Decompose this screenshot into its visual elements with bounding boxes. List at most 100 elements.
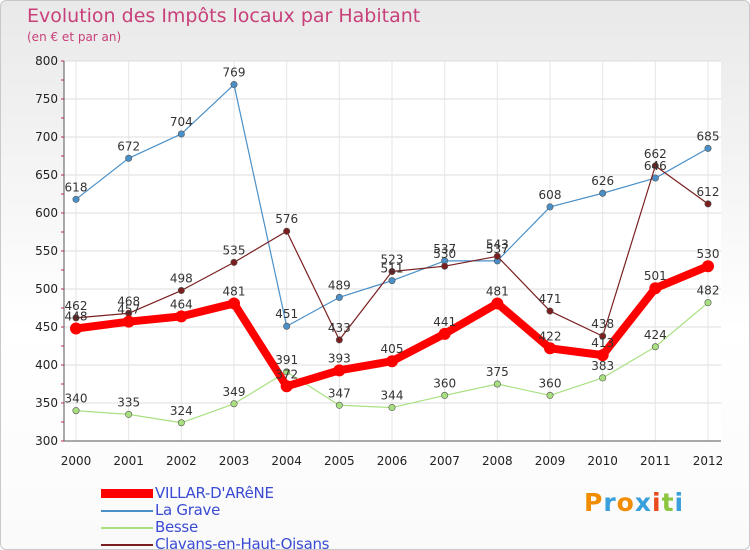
x-tick-label: 2003 [219,454,250,468]
data-point [335,401,343,409]
data-label: 685 [697,129,720,143]
data-point [230,258,238,266]
y-tick-label: 750 [35,92,58,106]
logo-letter: i [674,488,685,517]
x-tick-label: 2005 [324,454,355,468]
legend-swatch [101,489,153,498]
data-point [441,391,449,399]
data-label: 393 [328,351,351,365]
data-point [228,297,240,310]
data-point [599,332,607,340]
data-point [702,260,714,273]
data-label: 438 [591,317,614,331]
data-point [70,322,82,335]
data-point [651,162,659,170]
y-tick-label: 800 [35,54,58,68]
data-point [651,343,659,351]
data-label: 537 [486,242,509,256]
data-point [704,299,712,307]
data-point [596,349,609,362]
logo-letter: x [634,488,652,517]
y-tick-label: 300 [35,434,58,448]
logo-letter: o [616,488,635,517]
data-label: 608 [539,188,562,202]
data-label: 489 [328,278,351,292]
data-point [177,287,185,295]
data-label: 372 [275,367,298,381]
y-tick-label: 350 [35,396,58,410]
data-label: 626 [591,174,614,188]
data-point [386,355,398,368]
y-tick-label: 500 [35,282,58,296]
data-point [72,314,80,322]
y-tick-label: 600 [35,206,58,220]
data-point [283,322,291,330]
data-point [546,307,554,315]
y-tick-label: 400 [35,358,58,372]
data-label: 391 [275,353,298,367]
data-label: 405 [381,342,404,356]
y-tick-label: 650 [35,168,58,182]
data-label: 511 [381,262,404,276]
data-label: 383 [591,359,614,373]
data-label: 662 [644,147,667,161]
data-point [122,315,135,328]
data-label: 501 [644,269,667,283]
data-label: 535 [223,243,246,257]
data-point [491,297,504,310]
x-tick-label: 2004 [271,454,302,468]
data-label: 413 [591,336,614,350]
data-label: 468 [117,294,140,308]
legend-label: Clavans-en-Haut-Oisans [155,535,330,550]
proxiti-logo: Proxiti [584,488,684,517]
legend-label: VILLAR-D'ARêNE [155,484,274,502]
y-tick-label: 700 [35,130,58,144]
data-point [125,154,133,162]
chart-title: Evolution des Impôts locaux par Habitant [27,5,421,27]
data-point [230,81,238,89]
data-label: 347 [328,386,351,400]
data-label: 424 [644,328,667,342]
data-label: 360 [539,376,562,390]
data-label: 530 [697,247,720,261]
data-label: 335 [117,395,140,409]
data-label: 523 [381,253,404,267]
data-point [283,227,291,235]
data-label: 471 [539,292,562,306]
data-label: 375 [486,365,509,379]
legend-swatch [101,509,153,512]
data-point [704,144,712,152]
data-point [177,130,185,138]
data-label: 537 [433,242,456,256]
y-tick-label: 450 [35,320,58,334]
x-tick-label: 2009 [535,454,566,468]
x-tick-label: 2006 [377,454,408,468]
data-label: 543 [486,237,509,251]
data-point [335,336,343,344]
data-point [335,293,343,301]
data-point [493,380,501,388]
legend-label: La Grave [155,501,221,519]
x-tick-label: 2001 [113,454,144,468]
data-point [599,374,607,382]
data-point [493,252,501,260]
data-point [283,368,291,376]
data-label: 340 [65,392,88,406]
x-tick-label: 2010 [587,454,618,468]
y-tick-label: 550 [35,244,58,258]
x-tick-label: 2011 [640,454,671,468]
data-label: 422 [539,329,562,343]
data-label: 451 [275,307,298,321]
data-point [599,189,607,197]
data-label: 344 [381,389,404,403]
data-label: 612 [697,185,720,199]
data-point [546,391,554,399]
data-label: 462 [65,299,88,313]
logo-letter: P [584,488,604,517]
data-point [388,277,396,285]
legend-swatch [101,543,153,546]
logo-letter: i [652,488,662,517]
data-label: 360 [433,376,456,390]
data-point [175,310,188,323]
